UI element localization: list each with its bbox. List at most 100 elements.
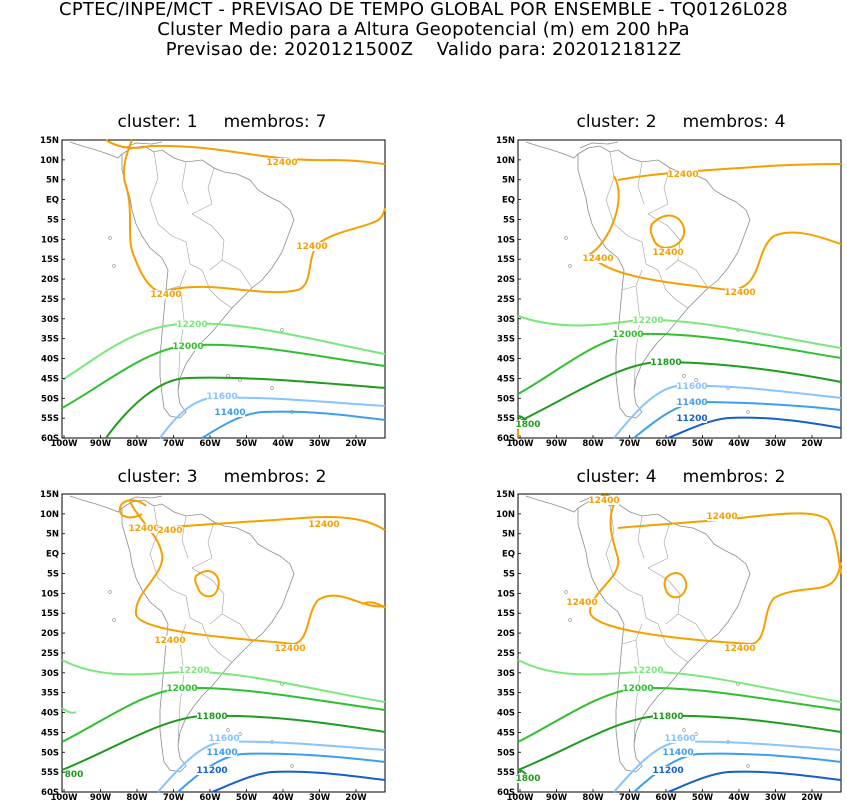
cluster-number: 2 — [645, 112, 657, 132]
island — [226, 728, 230, 732]
lon-tick-label: 100W — [50, 793, 78, 803]
contour-line — [129, 501, 386, 646]
lat-tick-label: 25S — [497, 295, 515, 305]
contour-label-bg — [173, 342, 203, 351]
contour-label-text: 11600 — [664, 734, 695, 744]
contour-label-bg — [297, 242, 327, 251]
map-panel-2: 12400 12400 12400 12400 12200 12000 11800 11600… — [496, 136, 842, 449]
contour-label-text: 12200 — [632, 666, 663, 676]
lat-tick-label: EQ — [46, 550, 59, 560]
contour-label-bg — [167, 684, 197, 693]
contour-label-text: 11600 — [206, 392, 237, 402]
lon-tick-label: 100W — [506, 439, 534, 449]
island — [108, 590, 112, 594]
lon-tick-label: 50W — [236, 439, 258, 449]
contour-label-bg — [633, 666, 663, 675]
contour-label-bg — [707, 512, 737, 521]
lat-tick-label: 40S — [497, 355, 515, 365]
contour-label-text: 12400 — [724, 644, 755, 654]
contour-label-text: 11400 — [206, 748, 237, 758]
cluster-number: 3 — [186, 467, 198, 487]
lat-tick-label: 5S — [503, 215, 515, 225]
lon-tick-label: 70W — [163, 439, 185, 449]
island — [108, 236, 112, 240]
lat-tick-label: 55S — [41, 414, 59, 424]
lon-tick-label: 30W — [765, 439, 787, 449]
country-border — [637, 515, 645, 559]
island — [694, 378, 698, 382]
contour-label-bg — [633, 316, 663, 325]
country-border — [665, 289, 689, 309]
lon-tick-label: 40W — [272, 439, 294, 449]
header-line-1: CPTEC/INPE/MCT - PREVISAO DE TEMPO GLOBA… — [59, 0, 788, 20]
contour-label-text: 12400 — [706, 512, 737, 522]
lon-tick-label: 100W — [50, 439, 78, 449]
contour-label-text: 12000 — [166, 684, 197, 694]
country-border — [181, 161, 189, 205]
contour-label: 12000 — [612, 330, 644, 340]
contour-label-text: 11600 — [676, 382, 707, 392]
contour-label: 12400 — [724, 644, 756, 654]
contour-label-text: 11400 — [662, 748, 693, 758]
contour-label-text: 12200 — [176, 320, 207, 330]
lat-tick-label: 40S — [497, 709, 515, 719]
contour-line — [161, 515, 386, 531]
contour-label: 11400 — [206, 748, 238, 758]
contour-label-bg — [215, 408, 245, 417]
country-border — [637, 161, 645, 205]
lat-tick-label: 15S — [497, 255, 515, 265]
country-border — [177, 285, 185, 391]
contour-label-bg — [653, 712, 683, 721]
lon-tick-label: 50W — [236, 793, 258, 803]
country-border — [647, 521, 671, 569]
lat-tick-label: 5S — [503, 569, 515, 579]
country-border — [149, 151, 173, 237]
country-border — [191, 567, 225, 625]
lat-tick-label: 10S — [497, 589, 515, 599]
coastline-central-america — [69, 495, 123, 513]
contour-label-text: 11200 — [652, 766, 683, 776]
lat-tick-label: 25S — [41, 649, 59, 659]
contour-label: 11600 — [208, 734, 240, 744]
contour-line — [105, 139, 386, 165]
country-border — [191, 213, 225, 271]
cluster-number: 4 — [645, 467, 657, 487]
lat-tick-label: EQ — [502, 196, 515, 206]
cluster-label: cluster: — [117, 467, 181, 487]
lon-tick-label: 80W — [126, 793, 148, 803]
lat-tick-label: EQ — [46, 196, 59, 206]
lat-tick-label: 50S — [497, 748, 515, 758]
contour-label-bg — [197, 712, 227, 721]
country-border — [665, 643, 689, 663]
lon-tick-label: 50W — [692, 793, 714, 803]
panel-title-4: cluster: 4 membros: 2 — [521, 467, 841, 487]
lat-tick-label: 45S — [497, 374, 515, 384]
lon-tick-label: 60W — [655, 439, 677, 449]
contour-label: 11400 — [214, 408, 246, 418]
contour-line — [588, 175, 842, 292]
contour-label-text: 11800 — [652, 712, 683, 722]
members-label: membros: — [223, 112, 310, 132]
lat-tick-label: 10N — [40, 510, 59, 520]
contour-line — [105, 376, 386, 439]
contour-label: 11800 — [650, 358, 682, 368]
contour-label: 12400 — [652, 248, 684, 258]
contour-label-bg — [567, 598, 597, 607]
lat-tick-label: 15S — [41, 609, 59, 619]
contour-label-text: 12400 — [588, 496, 619, 506]
members-count: 2 — [315, 467, 327, 487]
contour-label: 12400 — [582, 254, 614, 264]
contour-label-text: 12400 — [652, 248, 683, 258]
country-border — [171, 235, 211, 291]
contour-label: 12000 — [166, 684, 198, 694]
lat-tick-label: 30S — [41, 669, 59, 679]
lat-tick-label: 45S — [497, 728, 515, 738]
contour-label-bg — [677, 382, 707, 391]
contour-label-bg — [515, 420, 541, 429]
contour-label-text: 12000 — [172, 342, 203, 352]
lon-tick-label: 40W — [728, 793, 750, 803]
lat-tick-label: 20S — [41, 629, 59, 639]
country-border — [171, 589, 211, 645]
coastline-central-america — [69, 141, 123, 159]
lat-tick-label: 45S — [41, 728, 59, 738]
